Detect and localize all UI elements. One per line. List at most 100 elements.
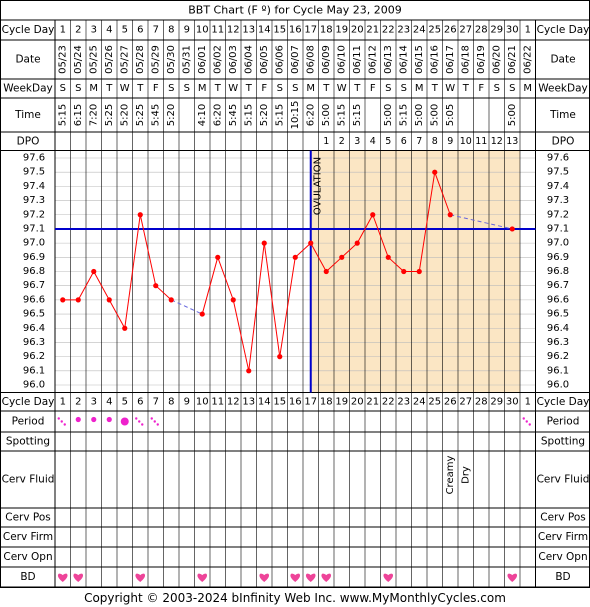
temp-segment	[356, 214, 374, 244]
cycle-day-number: 12	[227, 397, 240, 408]
date-label: 06/19	[476, 45, 487, 74]
temp-segment	[155, 285, 172, 301]
cycle-day-number: 17	[304, 25, 317, 36]
bd-heart-icon	[290, 573, 301, 582]
weekday-label: F	[370, 83, 376, 94]
temp-tick-label: 97.6	[547, 153, 569, 164]
weekday-label: M	[523, 83, 532, 94]
weekday-label: S	[277, 83, 283, 94]
temp-tick-label: 97.5	[547, 167, 569, 178]
period-spotting-mark	[60, 420, 63, 423]
dpo-number: 1	[323, 136, 329, 147]
row-label-date: Date	[15, 54, 40, 66]
cycle-day-number: 4	[106, 397, 112, 408]
time-label: 5:20	[119, 104, 130, 126]
temp-tick-label: 97.4	[547, 181, 569, 192]
temp-tick-label: 96.3	[547, 337, 569, 348]
cycle-day-number: 16	[289, 25, 302, 36]
time-label: 5:15	[274, 104, 285, 126]
cycle-day-number: 8	[168, 397, 174, 408]
row-label-cerv-firm: Cerv Firm	[3, 531, 53, 543]
dpo-number: 6	[401, 136, 407, 147]
temp-point	[246, 368, 252, 374]
time-label: 5:20	[259, 104, 270, 126]
cycle-day-number: 13	[242, 25, 255, 36]
date-label: 05/31	[181, 45, 192, 74]
temp-segment	[139, 214, 157, 286]
period-light-mark	[75, 416, 81, 423]
cycle-day-number: 30	[506, 25, 519, 36]
cycle-day-number: 25	[428, 25, 441, 36]
date-label: 05/29	[150, 45, 161, 74]
cycle-day-number: 4	[106, 25, 112, 36]
cycle-day-number: 15	[273, 397, 286, 408]
cycle-day-number: 25	[428, 397, 441, 408]
temp-point	[323, 268, 329, 275]
temp-segment	[310, 242, 327, 272]
date-label: 06/22	[522, 45, 533, 74]
time-label: 5:15	[243, 104, 254, 126]
cycle-day-number: 18	[320, 25, 333, 36]
time-label: 5:15	[336, 104, 347, 126]
date-label: 06/02	[212, 45, 223, 74]
temp-segment	[232, 299, 250, 371]
temp-segment	[387, 256, 405, 272]
date-label: 06/13	[383, 45, 394, 74]
temp-tick-label: 97.1	[23, 223, 45, 234]
copyright-footer: Copyright © 2003-2024 bInfinity Web Inc.…	[84, 591, 506, 605]
temp-segment	[279, 257, 296, 357]
period-spotting-mark	[141, 423, 144, 426]
time-label: 5:00	[383, 104, 394, 126]
row-label-cycle-day: Cycle Day	[537, 396, 590, 408]
cycle-day-number: 24	[413, 397, 426, 408]
date-label: 06/21	[507, 45, 518, 74]
time-label: 5:15	[57, 104, 68, 126]
row-label-spotting: Spotting	[541, 436, 585, 448]
temp-tick-label: 96.5	[23, 309, 45, 320]
row-label-bd: BD	[555, 571, 570, 583]
period-spotting-mark	[525, 420, 528, 423]
temp-segment	[248, 243, 265, 371]
temp-segment	[263, 243, 281, 357]
temp-tick-label: 97.1	[547, 223, 569, 234]
weekday-label: T	[136, 83, 144, 94]
cycle-day-number: 14	[258, 397, 271, 408]
temp-tick-label: 96.3	[23, 337, 45, 348]
time-label: 6:20	[305, 104, 316, 126]
cycle-day-number: 6	[137, 25, 143, 36]
cycle-day-number: 29	[490, 25, 503, 36]
bd-heart-icon	[259, 573, 270, 582]
chart-title: BBT Chart (F º) for Cycle May 23, 2009	[188, 4, 402, 17]
row-label-dpo: DPO	[17, 135, 40, 147]
date-label: 06/06	[274, 45, 285, 74]
temp-point	[447, 212, 453, 218]
date-label: 06/04	[243, 45, 254, 74]
temp-point	[509, 226, 515, 232]
weekday-label: S	[184, 83, 190, 94]
temp-tick-label: 97.0	[547, 238, 569, 249]
weekday-label: S	[60, 83, 66, 94]
weekday-label: M	[415, 83, 424, 94]
period-spotting-mark	[57, 417, 60, 420]
time-label: 5:00	[414, 104, 425, 126]
weekday-label: M	[89, 83, 98, 94]
temp-tick-label: 96.5	[547, 309, 569, 320]
bd-heart-icon	[507, 573, 518, 582]
time-label: 5:25	[135, 104, 146, 126]
weekday-label: S	[75, 83, 81, 94]
bd-heart-icon	[197, 573, 208, 582]
bd-heart-icon	[305, 573, 316, 582]
bd-heart-icon	[73, 573, 84, 582]
temp-tick-label: 97.0	[23, 238, 45, 249]
temp-point	[60, 297, 66, 303]
temp-tick-label: 96.7	[547, 280, 569, 291]
cycle-day-number: 23	[397, 25, 410, 36]
dpo-number: 11	[475, 136, 487, 147]
cerv-fluid-label: Dry	[460, 466, 471, 484]
date-label: 06/12	[367, 45, 378, 74]
cycle-day-number: 29	[490, 397, 503, 408]
dpo-number: 13	[506, 136, 518, 147]
temp-tick-label: 96.4	[23, 323, 45, 334]
row-label-cerv-pos: Cerv Pos	[5, 512, 51, 524]
date-label: 06/17	[445, 45, 456, 74]
